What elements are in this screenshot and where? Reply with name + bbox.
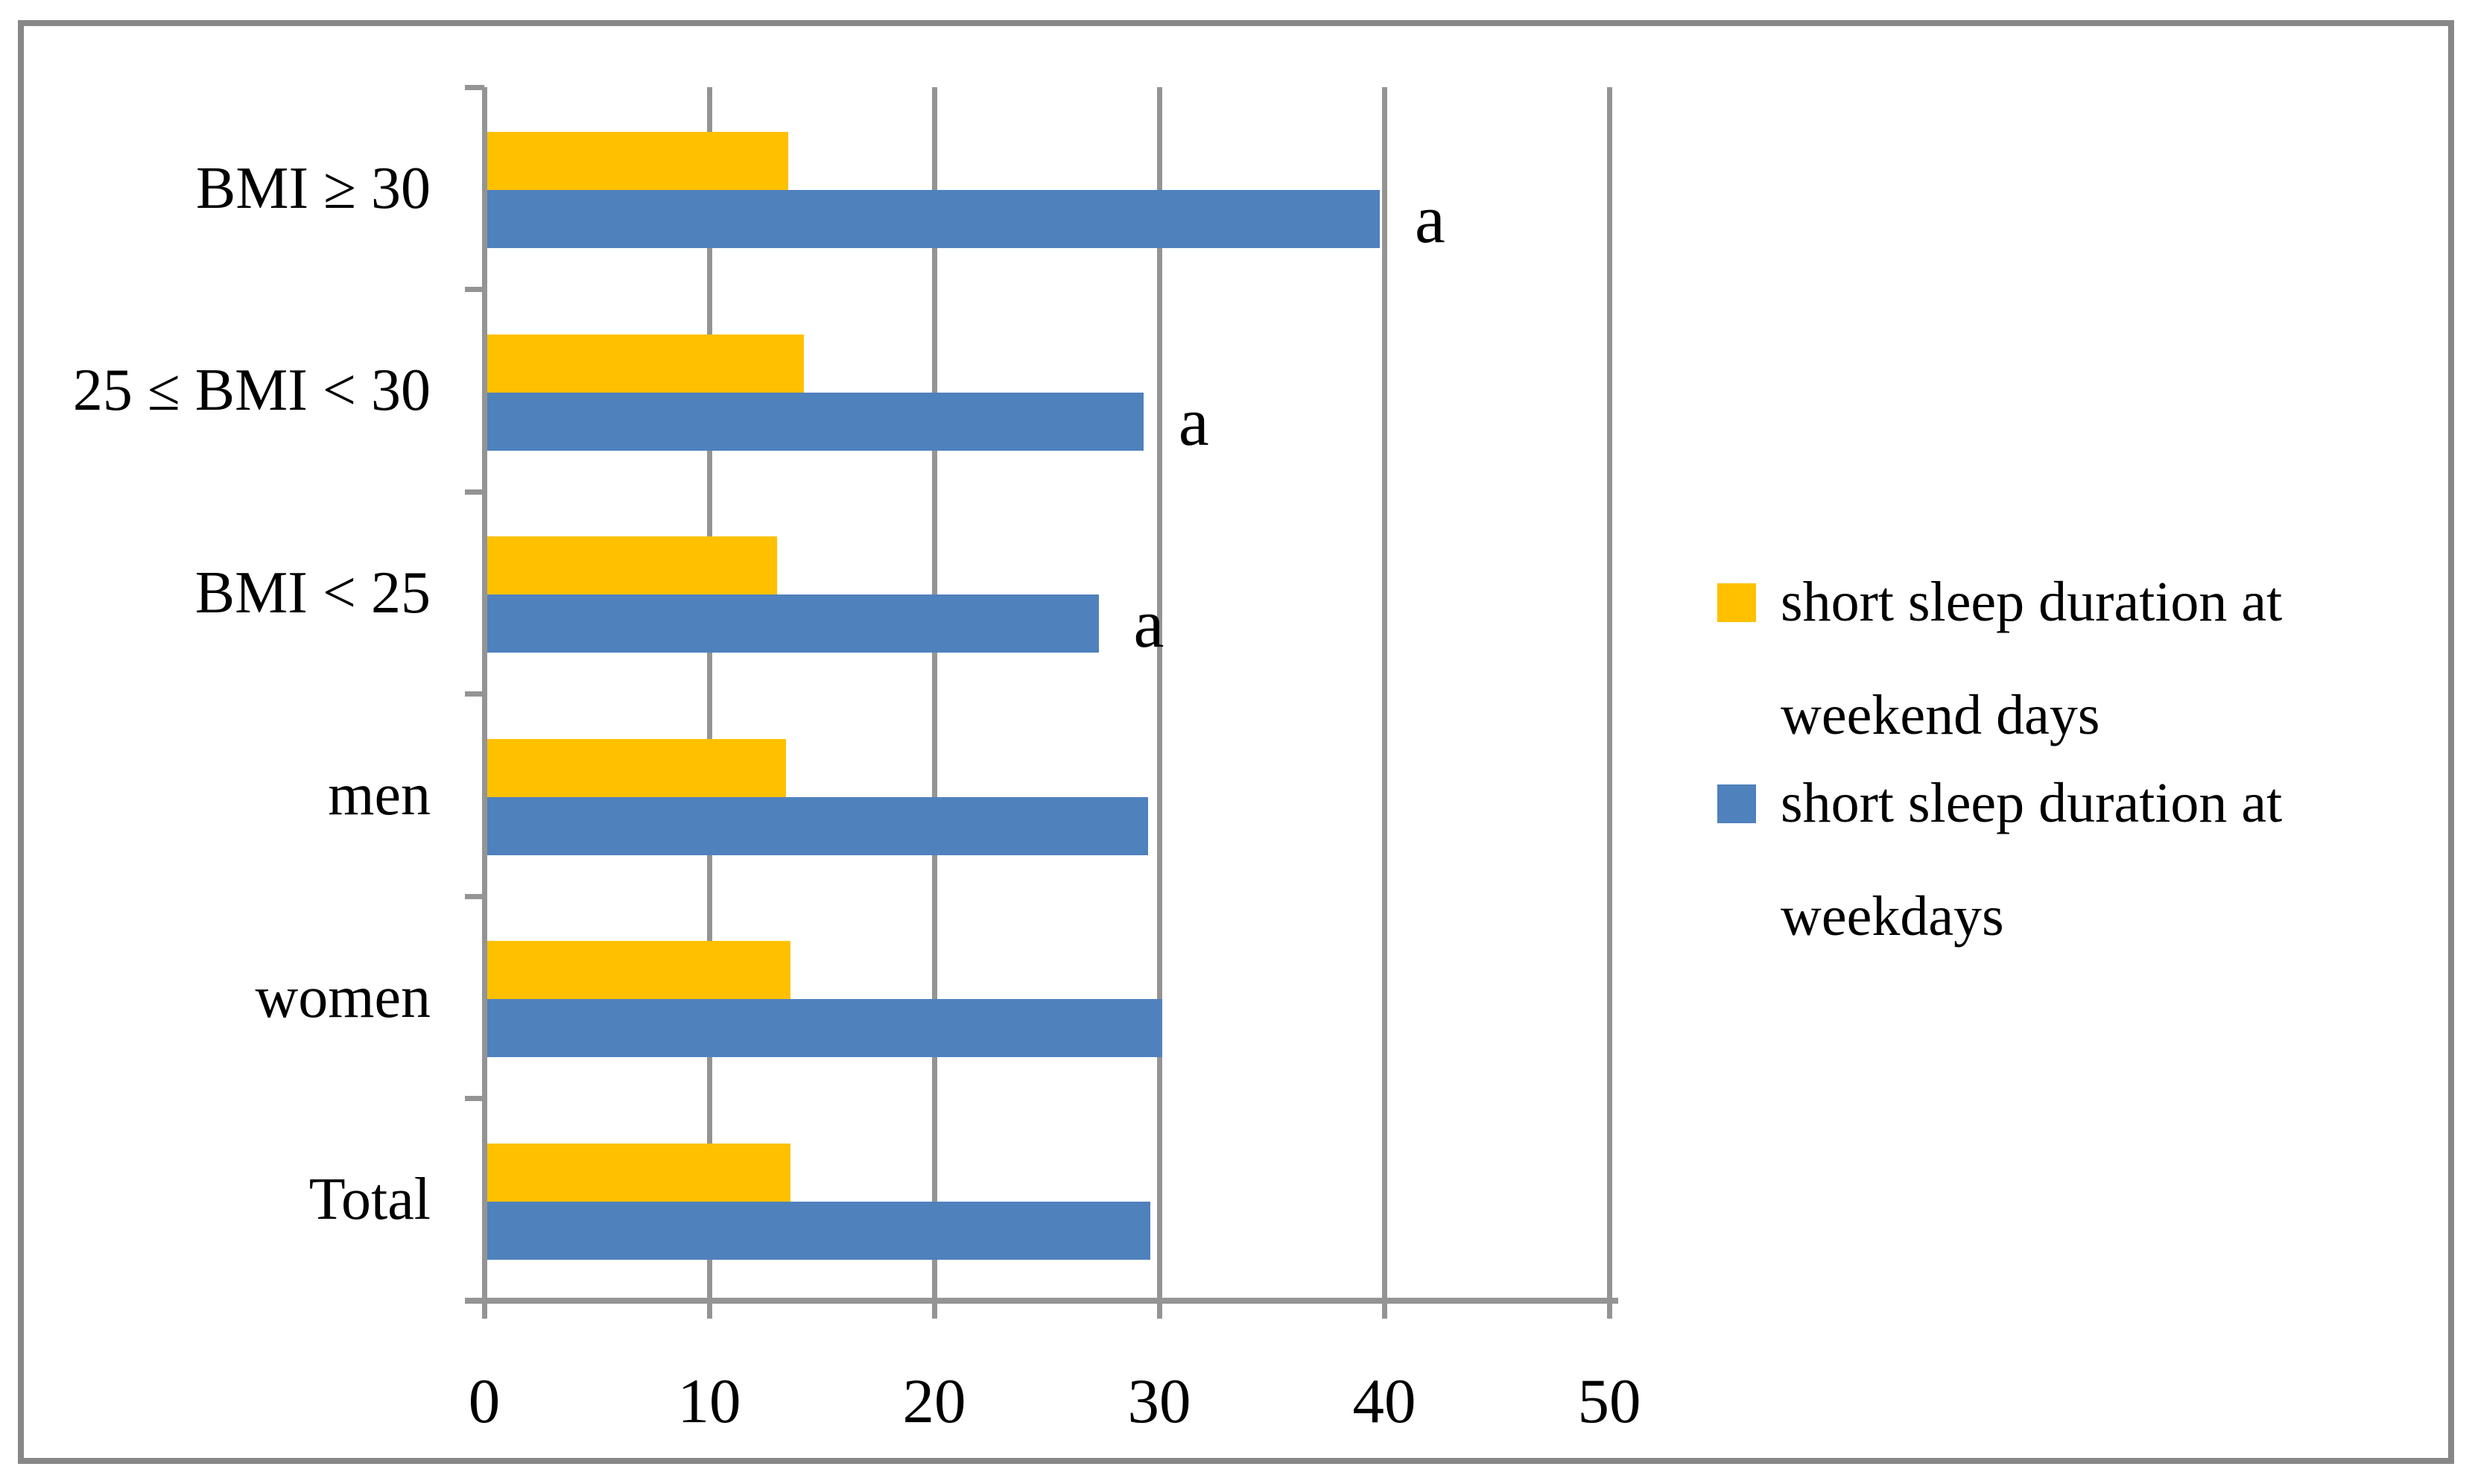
- bar-weekend-3: [487, 738, 787, 797]
- category-tick-mark: [465, 1298, 484, 1304]
- category-tick-mark: [465, 84, 484, 90]
- category-tick-mark: [465, 287, 484, 292]
- bar-weekend-1: [487, 334, 805, 393]
- y-axis-line: [481, 87, 487, 1319]
- category-tick-mark: [465, 893, 484, 899]
- x-axis-line: [465, 1298, 1618, 1304]
- bar-weekend-0: [487, 132, 789, 190]
- x-tick-label: 20: [902, 1366, 966, 1436]
- category-tick-mark: [465, 691, 484, 697]
- gridline-x-20: [931, 87, 937, 1319]
- bar-weekend-5: [487, 1143, 791, 1202]
- x-tick-label: 30: [1127, 1366, 1191, 1436]
- gridline-x-50: [1606, 87, 1612, 1319]
- category-label: BMI < 25: [194, 559, 431, 626]
- bar-weekday-2: [487, 594, 1099, 653]
- significance-annotation: a: [1178, 383, 1209, 460]
- legend-label: short sleep duration at: [1781, 772, 2283, 834]
- bar-weekend-2: [487, 536, 778, 594]
- category-label: BMI ≥ 30: [195, 155, 431, 221]
- gridline-x-40: [1381, 87, 1387, 1319]
- gridline-x-30: [1156, 87, 1162, 1319]
- category-tick-mark: [465, 489, 484, 495]
- x-tick-label: 40: [1352, 1366, 1416, 1436]
- gridline-x-10: [706, 87, 712, 1319]
- category-label: men: [328, 762, 431, 828]
- bar-weekday-0: [487, 190, 1381, 248]
- legend-label: short sleep duration at: [1781, 571, 2283, 633]
- category-label: 25 ≤ BMI < 30: [72, 358, 431, 424]
- bar-weekday-1: [487, 392, 1144, 451]
- bar-weekend-4: [487, 941, 791, 999]
- category-tick-mark: [465, 1096, 484, 1101]
- category-label: women: [255, 964, 431, 1030]
- bar-weekday-5: [487, 1201, 1151, 1260]
- legend-swatch-weekday: [1717, 784, 1756, 823]
- significance-annotation: a: [1414, 181, 1445, 257]
- legend-label: weekdays: [1781, 885, 2004, 948]
- x-tick-label: 0: [468, 1366, 501, 1436]
- figure-border: [18, 20, 2454, 1464]
- significance-annotation: a: [1133, 586, 1164, 662]
- x-tick-label: 50: [1577, 1366, 1641, 1436]
- legend-swatch-weekend: [1717, 583, 1756, 622]
- legend-label: weekend days: [1781, 684, 2100, 746]
- bar-weekday-3: [487, 796, 1149, 855]
- category-label: Total: [308, 1167, 431, 1233]
- bar-weekday-4: [487, 999, 1162, 1057]
- x-tick-label: 10: [677, 1366, 741, 1436]
